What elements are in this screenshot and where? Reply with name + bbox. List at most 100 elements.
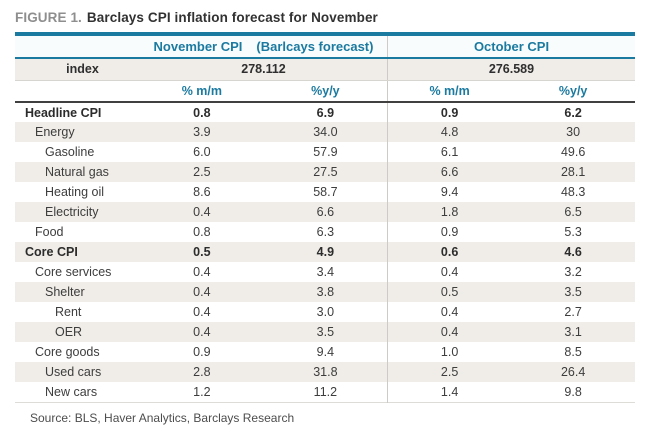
column-header-row: % m/m %y/y % m/m %y/y xyxy=(15,80,635,103)
november-cpi-label: November CPI xyxy=(153,39,243,54)
table-row: Headline CPI 0.8 6.9 0.9 6.2 xyxy=(15,102,635,122)
october-index-value: 276.589 xyxy=(387,58,635,81)
table-row: Core services 0.4 3.4 0.4 3.2 xyxy=(15,262,635,282)
cell-oct_mm: 0.5 xyxy=(387,282,512,302)
cell-oct_yy: 6.5 xyxy=(511,202,635,222)
cell-nov_mm: 0.9 xyxy=(193,345,211,359)
cell-nov_mm: 8.6 xyxy=(193,185,211,199)
cell-oct_yy: 9.8 xyxy=(564,384,582,399)
cell-nov_mm: 0.5 xyxy=(140,242,264,262)
cell-oct_mm: 0.4 xyxy=(387,262,512,282)
cell-nov_yy: 4.9 xyxy=(263,242,388,262)
cell-oct_yy: 5.3 xyxy=(564,225,582,239)
figure-title-bar: FIGURE 1. Barclays CPI inflation forecast… xyxy=(15,10,635,32)
table-row: Heating oil 8.6 58.7 9.4 48.3 xyxy=(15,182,635,202)
row-label: Electricity xyxy=(15,202,140,222)
table-row: Natural gas 2.5 27.5 6.6 28.1 xyxy=(15,162,635,182)
cell-oct_mm: 9.4 xyxy=(387,182,512,202)
index-row: index 278.112 276.589 xyxy=(15,58,635,81)
cell-oct_mm: 2.5 xyxy=(387,362,512,382)
cpi-forecast-table: November CPI (Barlcays forecast) October … xyxy=(15,32,635,403)
cell-oct_mm: 1.4 xyxy=(387,382,512,402)
cell-oct_yy: 28.1 xyxy=(511,162,635,182)
table-row: Core goods 0.9 9.4 1.0 8.5 xyxy=(15,342,635,362)
cell-nov_mm: 1.2 xyxy=(193,384,211,399)
cell-oct_mm: 0.4 xyxy=(387,302,512,322)
cell-oct_mm: 1.0 xyxy=(387,342,512,362)
row-label: OER xyxy=(15,322,140,342)
cell-oct_mm: 0.6 xyxy=(387,242,512,262)
table-row: Shelter 0.4 3.8 0.5 3.5 xyxy=(15,282,635,302)
cell-oct_yy: 48.3 xyxy=(560,185,586,199)
cell-nov_yy: 58.7 xyxy=(313,185,338,199)
cell-nov_yy: 11.2 xyxy=(313,384,338,399)
cell-nov_yy: 9.4 xyxy=(316,345,335,359)
cell-nov_mm: 6.0 xyxy=(193,145,211,159)
cell-nov_yy: 34.0 xyxy=(263,122,388,142)
cell-oct_yy: 6.2 xyxy=(564,105,582,120)
cell-nov_yy: 3.5 xyxy=(263,322,388,342)
cell-nov_yy: 6.6 xyxy=(263,202,388,222)
row-label: Core CPI xyxy=(15,242,140,262)
cell-nov_yy: 31.8 xyxy=(263,362,388,382)
cell-nov_mm: 0.4 xyxy=(193,265,211,279)
november-yy-header: %y/y xyxy=(263,80,388,103)
group-header-row: November CPI (Barlcays forecast) October … xyxy=(15,34,635,59)
cell-oct_mm: 1.8 xyxy=(387,202,512,222)
row-label: Shelter xyxy=(15,282,140,302)
figure-number-label: FIGURE 1. xyxy=(15,10,82,25)
row-label: Headline CPI xyxy=(25,105,102,120)
cell-nov_yy: 57.9 xyxy=(313,145,338,159)
row-label: New cars xyxy=(45,384,98,399)
row-label: Core goods xyxy=(35,345,100,359)
cell-oct_yy: 30 xyxy=(511,122,635,142)
october-mm-header: % m/m xyxy=(387,80,512,103)
october-group-header: October CPI xyxy=(387,34,635,59)
cpi-table-body: Headline CPI 0.8 6.9 0.9 6.2 Energy 3.9 34.0 4.8… xyxy=(15,102,635,402)
row-label: Rent xyxy=(55,305,82,319)
cell-nov_mm: 3.9 xyxy=(140,122,264,142)
cell-oct_yy: 3.2 xyxy=(564,265,582,279)
index-row-label: index xyxy=(15,58,140,81)
table-row: Food 0.8 6.3 0.9 5.3 xyxy=(15,222,635,242)
table-row: Energy 3.9 34.0 4.8 30 xyxy=(15,122,635,142)
cell-nov_mm: 2.8 xyxy=(140,362,264,382)
cell-oct_mm: 0.4 xyxy=(387,322,512,342)
october-yy-header: %y/y xyxy=(511,80,635,103)
cell-oct_yy: 4.6 xyxy=(511,242,635,262)
row-label: Gasoline xyxy=(45,145,95,159)
cell-oct_yy: 3.5 xyxy=(511,282,635,302)
row-label: Used cars xyxy=(15,362,140,382)
cell-oct_mm: 6.1 xyxy=(387,142,512,162)
cell-nov_mm: 0.4 xyxy=(140,202,264,222)
row-label: Energy xyxy=(15,122,140,142)
row-label: Food xyxy=(35,225,64,239)
cell-oct_mm: 0.9 xyxy=(387,222,512,242)
cell-oct_yy: 8.5 xyxy=(564,345,582,359)
cell-oct_mm: 6.6 xyxy=(387,162,512,182)
cell-nov_mm: 0.8 xyxy=(193,105,211,120)
cell-nov_mm: 0.4 xyxy=(140,282,264,302)
source-note: Source: BLS, Haver Analytics, Barclays R… xyxy=(30,410,295,425)
cell-oct_yy: 2.7 xyxy=(564,305,582,319)
table-row: Used cars 2.8 31.8 2.5 26.4 xyxy=(15,362,635,382)
column-header-empty-cell xyxy=(15,80,140,103)
figure-title: Barclays CPI inflation forecast for Nove… xyxy=(86,10,378,25)
table-row: Gasoline 6.0 57.9 6.1 49.6 xyxy=(15,142,635,162)
table-row: OER 0.4 3.5 0.4 3.1 xyxy=(15,322,635,342)
cell-nov_mm: 0.4 xyxy=(140,322,264,342)
cell-oct_mm: 0.9 xyxy=(387,102,512,122)
table-row: Rent 0.4 3.0 0.4 2.7 xyxy=(15,302,635,322)
cell-nov_mm: 0.8 xyxy=(193,225,211,239)
group-header-empty-cell xyxy=(15,34,140,59)
table-row: Electricity 0.4 6.6 1.8 6.5 xyxy=(15,202,635,222)
table-row: New cars 1.2 11.2 1.4 9.8 xyxy=(15,382,635,402)
row-label: Heating oil xyxy=(45,185,105,199)
cell-nov_yy: 6.3 xyxy=(316,225,335,239)
cell-nov_yy: 3.0 xyxy=(316,305,335,319)
november-index-value: 278.112 xyxy=(140,58,388,81)
cell-nov_mm: 2.5 xyxy=(140,162,264,182)
barclays-forecast-label: (Barlcays forecast) xyxy=(256,39,374,54)
cell-nov_mm: 0.4 xyxy=(193,305,211,319)
cell-oct_yy: 3.1 xyxy=(511,322,635,342)
